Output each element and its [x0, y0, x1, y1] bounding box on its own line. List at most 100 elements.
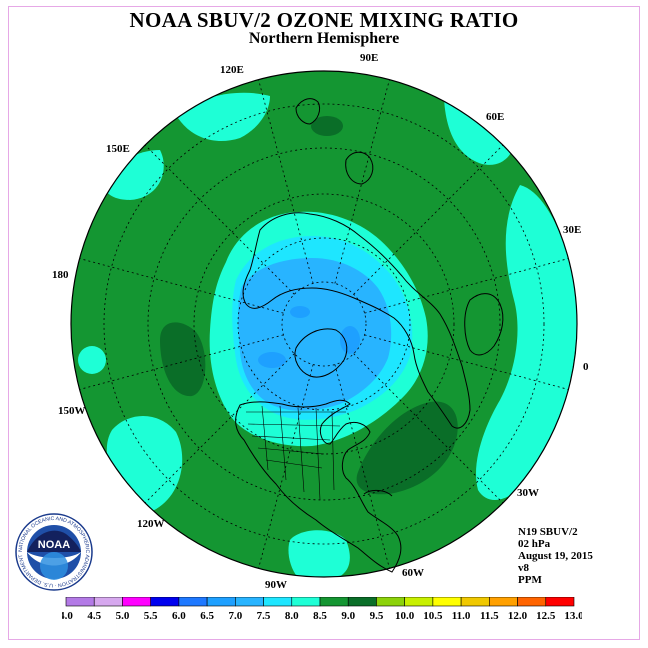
meridian-line — [144, 144, 295, 295]
meridian-line — [258, 364, 314, 569]
legend-swatch — [489, 597, 518, 607]
meridian-line — [364, 334, 569, 390]
polar-blue-spot-2 — [340, 326, 360, 354]
legend-tick-label: 9.0 — [341, 610, 355, 622]
lon-label-60e: 60E — [486, 111, 504, 123]
longitude-labels: 90E 60E 30E 0 30W 60W 90W 120W 150W 180 … — [52, 52, 589, 591]
coastline-siberia-north — [295, 98, 321, 125]
coastline-eurasia — [242, 212, 471, 429]
meridian-line — [353, 144, 504, 295]
lon-label-60w: 60W — [402, 567, 424, 579]
info-units: PPM — [518, 574, 542, 586]
legend-tick-label: 11.5 — [480, 610, 499, 622]
meridians — [79, 79, 569, 569]
polar-light-blue-core — [238, 258, 392, 411]
map-title: NOAA SBUV/2 OZONE MIXING RATIO — [129, 8, 519, 32]
legend-swatch — [376, 597, 405, 607]
lon-label-90w: 90W — [265, 579, 287, 591]
legend-swatch — [347, 597, 377, 607]
aqua-region-120e — [176, 92, 270, 142]
latitude-circle-60 — [193, 193, 455, 455]
legend-tick-label: 4.5 — [87, 610, 101, 622]
info-pressure: 02 hPa — [518, 538, 551, 550]
legend-tick-label: 10.5 — [423, 610, 443, 622]
meridian-line — [364, 258, 569, 314]
legend-tick-label: 4.0 — [62, 610, 73, 622]
meridian-line — [258, 79, 314, 284]
info-instrument: N19 SBUV/2 — [518, 526, 578, 538]
latitude-circle-80 — [281, 281, 367, 367]
lon-label-150e: 150E — [106, 143, 130, 155]
lon-label-30w: 30W — [517, 487, 539, 499]
legend-tick-label: 5.0 — [116, 610, 130, 622]
lon-label-150w: 150W — [58, 405, 86, 417]
legend-tick-label: 7.5 — [257, 610, 271, 622]
legend-swatch — [235, 597, 264, 607]
legend-tick-label: 6.5 — [200, 610, 214, 622]
coastline-north-america — [235, 399, 402, 573]
coastlines — [235, 98, 504, 573]
legend-swatch — [432, 597, 462, 607]
legend-tick-label: 13.0 — [564, 610, 582, 622]
aqua-region-180 — [78, 346, 106, 374]
legend-swatch — [545, 597, 575, 607]
meridian-line — [334, 79, 390, 284]
latitude-circle-70 — [237, 237, 411, 411]
dark-green-patch-west — [160, 322, 206, 397]
lon-label-90e: 90E — [360, 52, 378, 64]
map-boundary — [70, 70, 578, 578]
meridian-line — [144, 353, 295, 504]
legend-swatch — [291, 597, 321, 607]
legend-swatch — [460, 597, 490, 607]
figure-frame — [8, 6, 640, 640]
legend-swatch — [178, 597, 208, 607]
legend-swatch — [206, 597, 236, 607]
dark-green-patch-north — [311, 116, 343, 136]
legend-tick-label: 8.0 — [285, 610, 299, 622]
info-version: v8 — [518, 562, 529, 574]
us-state-borders — [246, 405, 346, 501]
aqua-region-30e — [476, 185, 577, 500]
color-legend: 4.0 4.5 5.0 5.5 6.0 6.5 7.0 7.5 8.0 8.5 9.0 9.5 10.0… — [62, 597, 582, 622]
coastline-central-asia — [345, 151, 374, 185]
lon-label-180: 180 — [52, 269, 69, 281]
legend-tick-label: 9.5 — [370, 610, 384, 622]
legend-tick-label: 6.0 — [172, 610, 186, 622]
latitude-circle-40 — [103, 103, 545, 545]
legend-swatch — [404, 597, 434, 607]
legend-tick-label: 7.0 — [228, 610, 242, 622]
coastline-europe — [464, 293, 504, 356]
lon-label-30e: 30E — [563, 224, 581, 236]
aqua-region-60e — [444, 98, 516, 165]
legend-tick-label: 12.0 — [508, 610, 528, 622]
legend-tick-label: 11.0 — [452, 610, 471, 622]
graticule — [79, 79, 569, 569]
lon-label-120w: 120W — [137, 518, 165, 530]
meridian-line — [79, 258, 284, 314]
polar-blue-spot-3 — [290, 306, 310, 318]
legend-swatch — [65, 597, 95, 607]
polar-blue-spot-1 — [258, 352, 286, 368]
legend-swatch — [122, 597, 151, 607]
legend-tick-label: 10.0 — [395, 610, 415, 622]
noaa-logo-bird — [27, 530, 81, 552]
info-date: August 19, 2015 — [518, 550, 593, 562]
lon-label-120e: 120E — [220, 64, 244, 76]
legend-swatch — [150, 597, 180, 607]
legend-tick-label: 12.5 — [536, 610, 556, 622]
meridian-line — [79, 334, 284, 390]
legend-swatch — [263, 597, 293, 607]
latitude-circle-50 — [147, 147, 501, 501]
legend-tick-label: 5.5 — [144, 610, 158, 622]
meridian-line — [334, 364, 390, 569]
map-subtitle: Northern Hemisphere — [248, 30, 400, 47]
dark-green-patch-atlantic — [356, 401, 458, 495]
meridian-line — [353, 353, 504, 504]
noaa-logo-text: NOAA — [38, 539, 70, 551]
noaa-logo-lower — [40, 552, 68, 580]
coastline-caribbean — [363, 489, 393, 497]
legend-swatch — [319, 597, 349, 607]
aqua-region-150e — [100, 150, 164, 200]
legend-swatch — [93, 597, 123, 607]
